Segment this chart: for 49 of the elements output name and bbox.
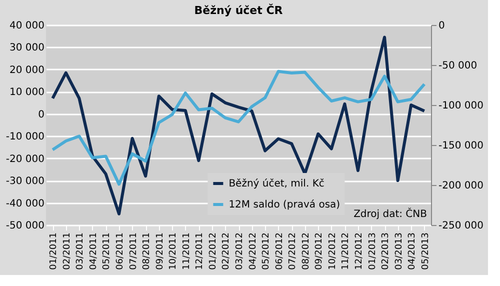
y2-tick-label: -150 000 (438, 140, 484, 152)
x-tick-label: 02/2013 (381, 232, 392, 270)
x-tick-label: 01/2013 (368, 232, 378, 270)
x-tick-label: 05/2013 (420, 232, 431, 270)
y-tick-label: -40 000 (6, 198, 44, 210)
x-tick-label: 07/2012 (288, 232, 298, 270)
x-tick-label: 11/2011 (182, 232, 192, 270)
y-tick-label: 0 (38, 109, 44, 120)
x-tick-label: 10/2012 (328, 232, 338, 270)
y-tick-label: -20 000 (6, 154, 44, 165)
x-tick-label: 01/2012 (208, 232, 218, 270)
x-tick-label: 09/2012 (314, 232, 325, 270)
x-tick-label: 04/2011 (88, 232, 99, 270)
y-tick-label: 30 000 (10, 42, 44, 54)
x-tick-label: 04/2013 (408, 232, 418, 270)
x-tick-label: 07/2011 (128, 232, 139, 270)
y-tick-label: -30 000 (6, 176, 44, 188)
y-tick-label: 40 000 (10, 20, 44, 32)
x-tick-label: 02/2012 (222, 232, 232, 270)
x-tick-label: 03/2012 (235, 232, 245, 270)
x-tick-label: 03/2013 (394, 232, 404, 270)
y-tick-label: -10 000 (6, 132, 44, 143)
x-tick-label: 05/2012 (262, 232, 272, 270)
x-tick-label: 08/2012 (301, 232, 312, 270)
y-tick-label: 10 000 (10, 87, 44, 98)
y2-tick-label: -250 000 (438, 220, 484, 232)
y-tick-label: 20 000 (10, 64, 44, 76)
legend-label: Běžný účet, mil. Kč (228, 178, 324, 190)
x-tick-label: 06/2012 (274, 232, 285, 270)
x-tick-label: 03/2011 (76, 232, 86, 270)
chart-title: Běžný účet ČR (194, 3, 284, 17)
x-tick-label: 02/2011 (62, 232, 72, 270)
x-tick-label: 08/2011 (142, 232, 152, 270)
annotation: Zdroj dat: ČNB (354, 207, 428, 220)
y-tick-label: -50 000 (6, 220, 44, 232)
x-tick-label: 01/2011 (49, 232, 60, 270)
x-tick-label: 09/2011 (155, 232, 166, 270)
x-tick-label: 05/2011 (102, 232, 112, 270)
y2-tick-label: 0 (438, 20, 445, 32)
x-tick-label: 12/2011 (195, 232, 206, 270)
y2-tick-label: -100 000 (438, 100, 484, 112)
x-tick-label: 06/2011 (116, 232, 126, 270)
x-tick-label: 12/2012 (354, 232, 364, 270)
y2-tick-label: -200 000 (438, 180, 484, 192)
legend-label: 12M saldo (pravá osa) (228, 200, 340, 210)
x-tick-label: 04/2012 (248, 232, 258, 270)
y2-tick-label: -50 000 (438, 60, 478, 72)
x-tick-label: 11/2012 (341, 232, 352, 270)
x-tick-label: 10/2011 (168, 232, 179, 270)
